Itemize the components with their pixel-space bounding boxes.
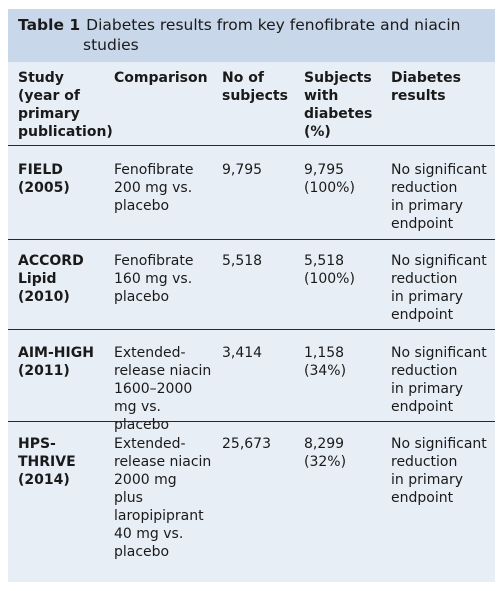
header-comparison: Comparison (114, 70, 208, 86)
cell-study: ACCORD Lipid (2010) (18, 253, 84, 305)
cell-subjects-with-diabetes: 1,158 (34%) (304, 345, 347, 379)
header-diabetes-results: Diabetes results (391, 70, 461, 104)
cell-subjects-with-diabetes: 8,299 (32%) (304, 436, 347, 470)
cell-subjects-with-diabetes: 5,518 (100%) (304, 253, 355, 287)
header-number-of-subjects: No of subjects (222, 70, 288, 104)
table-caption-line1: Diabetes results from key fenofibrate an… (86, 16, 461, 34)
cell-study: HPS-THRIVE (2014) (18, 436, 76, 488)
cell-subjects-with-diabetes: 9,795 (100%) (304, 162, 355, 196)
cell-comparison: Extended- release niacin 2000 mg plus la… (114, 436, 212, 560)
header-study: Study (year of primary publication) (18, 70, 113, 140)
cell-number-of-subjects: 5,518 (222, 253, 263, 269)
cell-number-of-subjects: 3,414 (222, 345, 263, 361)
row-divider (8, 421, 495, 422)
table-title-bar: Table 1 Diabetes results from key fenofib… (8, 9, 495, 62)
cell-diabetes-results: No significant reduction in primary endp… (391, 162, 487, 232)
row-divider (8, 329, 495, 330)
header-rule (8, 145, 495, 146)
cell-comparison: Fenofibrate 160 mg vs. placebo (114, 253, 194, 305)
cell-study: FIELD (2005) (18, 162, 70, 196)
row-divider (8, 239, 495, 240)
cell-diabetes-results: No significant reduction in primary endp… (391, 345, 487, 415)
table-panel: Table 1 Diabetes results from key fenofib… (8, 9, 495, 582)
cell-number-of-subjects: 25,673 (222, 436, 271, 452)
cell-study: AIM-HIGH (2011) (18, 345, 94, 379)
cell-diabetes-results: No significant reduction in primary endp… (391, 436, 487, 506)
cell-number-of-subjects: 9,795 (222, 162, 263, 178)
table-title: Table 1 Diabetes results from key fenofib… (18, 15, 478, 55)
cell-diabetes-results: No significant reduction in primary endp… (391, 253, 487, 323)
table-caption-line2: studies (83, 36, 139, 54)
header-subjects-with-diabetes: Subjects with diabetes (%) (304, 70, 373, 140)
table-number: Table 1 (18, 16, 81, 34)
cell-comparison: Fenofibrate 200 mg vs. placebo (114, 162, 194, 214)
